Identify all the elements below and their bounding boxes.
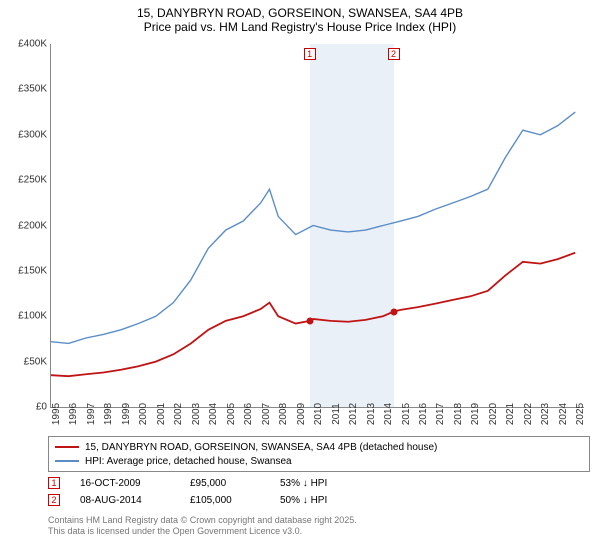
x-tick-label: 2023 bbox=[540, 403, 551, 425]
chart-area: £0 £50K £100K £150K £200K £250K £300K £350K £400… bbox=[12, 40, 590, 430]
x-tick-label: 1996 bbox=[68, 403, 79, 425]
sale-price: £105,000 bbox=[190, 495, 260, 506]
x-tick-label: 2009 bbox=[296, 403, 307, 425]
x-tick-label: 1995 bbox=[51, 403, 62, 425]
y-tick-label: £200K bbox=[13, 220, 47, 231]
x-tick-label: 2010 bbox=[313, 403, 324, 425]
y-tick-label: £150K bbox=[13, 265, 47, 276]
x-tick-label: 2007 bbox=[261, 403, 272, 425]
attribution-line-2: This data is licensed under the Open Gov… bbox=[48, 526, 590, 537]
x-tick-label: 2017 bbox=[435, 403, 446, 425]
sale-row-marker: 1 bbox=[48, 477, 60, 489]
sale-marker-2: 2 bbox=[388, 48, 400, 60]
x-tick-label: 2004 bbox=[208, 403, 219, 425]
x-tick-label: 2019 bbox=[470, 403, 481, 425]
title-line-1: 15, DANYBRYN ROAD, GORSEINON, SWANSEA, S… bbox=[10, 6, 590, 20]
x-tick-label: 2008 bbox=[278, 403, 289, 425]
sale-dot-2 bbox=[390, 308, 397, 315]
y-tick-label: £0 bbox=[13, 402, 47, 413]
sale-row-marker: 2 bbox=[48, 494, 60, 506]
title-line-2: Price paid vs. HM Land Registry's House … bbox=[10, 20, 590, 34]
x-tick-label: 2006 bbox=[243, 403, 254, 425]
plot-region: £0£50K£100K£150K£200K£250K£300K£350K£400… bbox=[50, 44, 584, 408]
y-tick-label: £250K bbox=[13, 175, 47, 186]
x-tick-label: 1998 bbox=[103, 403, 114, 425]
y-tick-label: £300K bbox=[13, 129, 47, 140]
x-tick-label: 2014 bbox=[383, 403, 394, 425]
x-tick-label: 2025 bbox=[575, 403, 586, 425]
sale-dot-1 bbox=[306, 317, 313, 324]
sale-date: 08-AUG-2014 bbox=[80, 495, 170, 506]
sale-delta: 50% ↓ HPI bbox=[280, 495, 370, 506]
x-tick-label: 2005 bbox=[226, 403, 237, 425]
legend-row: 15, DANYBRYN ROAD, GORSEINON, SWANSEA, S… bbox=[55, 440, 583, 454]
legend-label: HPI: Average price, detached house, Swan… bbox=[85, 456, 292, 467]
series-hpi bbox=[51, 112, 575, 343]
legend-row: HPI: Average price, detached house, Swan… bbox=[55, 454, 583, 468]
x-tick-label: 2001 bbox=[156, 403, 167, 425]
x-tick-label: 2022 bbox=[523, 403, 534, 425]
x-tick-label: 1999 bbox=[121, 403, 132, 425]
x-tick-label: 2018 bbox=[453, 403, 464, 425]
x-tick-label: 2003 bbox=[191, 403, 202, 425]
x-tick-label: 2002 bbox=[173, 403, 184, 425]
x-tick-label: 2021 bbox=[505, 403, 516, 425]
sale-date: 16-OCT-2009 bbox=[80, 478, 170, 489]
y-tick-label: £400K bbox=[13, 39, 47, 50]
legend-swatch bbox=[55, 460, 79, 461]
x-tick-label: 2024 bbox=[558, 403, 569, 425]
sale-price: £95,000 bbox=[190, 478, 260, 489]
sales-list: 1 16-OCT-2009 £95,000 53% ↓ HPI 2 08-AUG-2014… bbox=[10, 476, 590, 507]
y-tick-label: £350K bbox=[13, 84, 47, 95]
attribution: Contains HM Land Registry data © Crown c… bbox=[48, 515, 590, 537]
x-tick-label: 2000 bbox=[138, 403, 149, 425]
attribution-line-1: Contains HM Land Registry data © Crown c… bbox=[48, 515, 590, 526]
sale-marker-1: 1 bbox=[304, 48, 316, 60]
sale-row: 2 08-AUG-2014 £105,000 50% ↓ HPI bbox=[48, 493, 590, 507]
legend-swatch bbox=[55, 446, 79, 448]
series-property bbox=[51, 253, 575, 376]
x-tick-label: 2016 bbox=[418, 403, 429, 425]
legend-label: 15, DANYBRYN ROAD, GORSEINON, SWANSEA, S… bbox=[85, 442, 437, 453]
sale-row: 1 16-OCT-2009 £95,000 53% ↓ HPI bbox=[48, 476, 590, 490]
chart-container: 15, DANYBRYN ROAD, GORSEINON, SWANSEA, S… bbox=[0, 0, 600, 541]
x-tick-label: 2015 bbox=[401, 403, 412, 425]
y-tick-label: £100K bbox=[13, 311, 47, 322]
x-tick-label: 1997 bbox=[86, 403, 97, 425]
sale-delta: 53% ↓ HPI bbox=[280, 478, 370, 489]
x-tick-label: 2011 bbox=[331, 403, 342, 425]
x-tick-label: 2020 bbox=[488, 403, 499, 425]
title-block: 15, DANYBRYN ROAD, GORSEINON, SWANSEA, S… bbox=[10, 6, 590, 34]
line-canvas bbox=[51, 44, 584, 407]
x-tick-label: 2013 bbox=[366, 403, 377, 425]
x-tick-label: 2012 bbox=[348, 403, 359, 425]
y-tick-label: £50K bbox=[13, 356, 47, 367]
legend-box: 15, DANYBRYN ROAD, GORSEINON, SWANSEA, S… bbox=[48, 436, 590, 472]
